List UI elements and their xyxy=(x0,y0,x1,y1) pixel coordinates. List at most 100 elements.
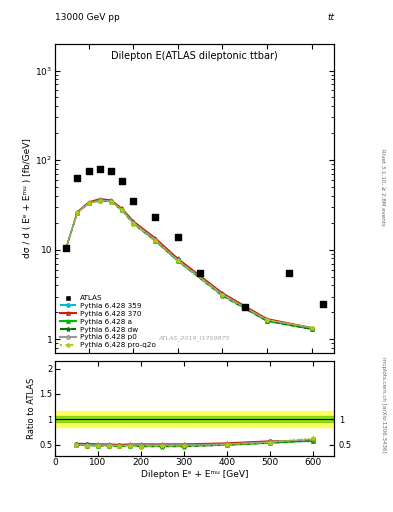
ATLAS xyxy=(119,177,125,185)
Pythia 6.428 pro-q2o xyxy=(75,209,80,216)
Pythia 6.428 a xyxy=(153,238,158,244)
Pythia 6.428 370 xyxy=(131,218,136,224)
Pythia 6.428 pro-q2o xyxy=(64,245,68,251)
Pythia 6.428 dw xyxy=(119,207,124,214)
Pythia 6.428 a xyxy=(86,200,91,206)
Pythia 6.428 370 xyxy=(309,325,314,331)
Pythia 6.428 p0 xyxy=(64,245,68,251)
Pythia 6.428 dw xyxy=(64,245,68,251)
Pythia 6.428 359 xyxy=(97,197,102,203)
Pythia 6.428 pro-q2o xyxy=(119,207,124,214)
Text: 13000 GeV pp: 13000 GeV pp xyxy=(55,13,120,22)
ATLAS xyxy=(108,167,114,176)
Pythia 6.428 dw xyxy=(153,238,158,244)
Pythia 6.428 370 xyxy=(75,209,80,215)
ATLAS xyxy=(97,165,103,173)
Bar xyxy=(55,411,334,428)
Pythia 6.428 370 xyxy=(86,199,91,205)
X-axis label: Dilepton Eᵉ + Eᵐᵘ [GeV]: Dilepton Eᵉ + Eᵐᵘ [GeV] xyxy=(141,470,248,479)
Bar xyxy=(55,416,334,422)
Pythia 6.428 pro-q2o xyxy=(86,200,91,206)
Pythia 6.428 dw xyxy=(131,221,136,227)
Pythia 6.428 359 xyxy=(119,207,124,213)
Line: Pythia 6.428 pro-q2o: Pythia 6.428 pro-q2o xyxy=(64,199,314,330)
Pythia 6.428 p0 xyxy=(97,197,102,203)
Line: Pythia 6.428 359: Pythia 6.428 359 xyxy=(64,198,314,331)
Text: ATLAS_2019_I1759875: ATLAS_2019_I1759875 xyxy=(159,335,230,341)
Pythia 6.428 pro-q2o xyxy=(175,258,180,264)
Y-axis label: Ratio to ATLAS: Ratio to ATLAS xyxy=(28,378,36,439)
Pythia 6.428 dw xyxy=(86,200,91,206)
Pythia 6.428 a xyxy=(309,326,314,332)
Pythia 6.428 a xyxy=(119,207,124,213)
ATLAS xyxy=(74,174,81,182)
Pythia 6.428 359 xyxy=(175,257,180,263)
Pythia 6.428 370 xyxy=(97,196,102,202)
Pythia 6.428 pro-q2o xyxy=(131,221,136,227)
Pythia 6.428 359 xyxy=(75,209,80,216)
Pythia 6.428 370 xyxy=(265,316,270,322)
Pythia 6.428 dw xyxy=(75,209,80,216)
Pythia 6.428 370 xyxy=(108,197,113,203)
Line: Pythia 6.428 370: Pythia 6.428 370 xyxy=(64,197,314,329)
Pythia 6.428 p0 xyxy=(86,200,91,206)
Pythia 6.428 359 xyxy=(64,245,68,251)
ATLAS xyxy=(130,197,136,205)
Pythia 6.428 a xyxy=(131,220,136,226)
Pythia 6.428 p0 xyxy=(309,325,314,331)
Pythia 6.428 a xyxy=(97,197,102,203)
Pythia 6.428 pro-q2o xyxy=(97,198,102,204)
Pythia 6.428 p0 xyxy=(119,207,124,213)
Pythia 6.428 a xyxy=(220,292,225,298)
ATLAS xyxy=(320,300,326,308)
Pythia 6.428 370 xyxy=(153,235,158,241)
Pythia 6.428 pro-q2o xyxy=(108,199,113,205)
Pythia 6.428 p0 xyxy=(75,209,80,216)
ATLAS xyxy=(63,244,69,252)
Pythia 6.428 359 xyxy=(86,200,91,206)
ATLAS xyxy=(152,213,159,221)
Pythia 6.428 p0 xyxy=(131,220,136,226)
Pythia 6.428 dw xyxy=(265,318,270,324)
Pythia 6.428 p0 xyxy=(265,317,270,323)
Pythia 6.428 dw xyxy=(220,293,225,299)
Pythia 6.428 pro-q2o xyxy=(265,317,270,323)
Pythia 6.428 370 xyxy=(64,245,68,251)
Line: Pythia 6.428 p0: Pythia 6.428 p0 xyxy=(64,199,314,329)
Text: Dilepton E(ATLAS dileptonic ttbar): Dilepton E(ATLAS dileptonic ttbar) xyxy=(111,51,278,61)
Pythia 6.428 dw xyxy=(309,326,314,332)
Pythia 6.428 p0 xyxy=(175,258,180,264)
Pythia 6.428 dw xyxy=(175,258,180,264)
Pythia 6.428 dw xyxy=(108,199,113,205)
Pythia 6.428 a xyxy=(75,209,80,216)
Legend: ATLAS, Pythia 6.428 359, Pythia 6.428 370, Pythia 6.428 a, Pythia 6.428 dw, Pyth: ATLAS, Pythia 6.428 359, Pythia 6.428 37… xyxy=(59,293,157,350)
ATLAS xyxy=(85,167,92,176)
Line: Pythia 6.428 a: Pythia 6.428 a xyxy=(64,199,314,331)
Pythia 6.428 a xyxy=(64,245,68,251)
Pythia 6.428 pro-q2o xyxy=(153,238,158,244)
ATLAS xyxy=(197,269,203,277)
Pythia 6.428 359 xyxy=(220,291,225,297)
ATLAS xyxy=(174,232,181,241)
ATLAS xyxy=(286,269,292,277)
Pythia 6.428 359 xyxy=(131,220,136,226)
Pythia 6.428 p0 xyxy=(220,292,225,298)
Pythia 6.428 p0 xyxy=(108,198,113,204)
Text: tt: tt xyxy=(327,13,334,22)
Pythia 6.428 370 xyxy=(220,290,225,296)
Pythia 6.428 pro-q2o xyxy=(220,292,225,298)
Pythia 6.428 359 xyxy=(309,326,314,332)
Pythia 6.428 359 xyxy=(265,317,270,323)
Pythia 6.428 370 xyxy=(119,205,124,211)
Text: Rivet 3.1.10, ≥ 2.8M events: Rivet 3.1.10, ≥ 2.8M events xyxy=(381,148,386,225)
Pythia 6.428 pro-q2o xyxy=(309,325,314,331)
Pythia 6.428 p0 xyxy=(153,237,158,243)
Pythia 6.428 359 xyxy=(153,237,158,243)
Pythia 6.428 370 xyxy=(175,255,180,262)
Pythia 6.428 a xyxy=(175,258,180,264)
Pythia 6.428 359 xyxy=(108,198,113,204)
Text: mcplots.cern.ch [arXiv:1306.3436]: mcplots.cern.ch [arXiv:1306.3436] xyxy=(381,357,386,452)
Pythia 6.428 a xyxy=(108,198,113,204)
Pythia 6.428 dw xyxy=(97,198,102,204)
Line: Pythia 6.428 dw: Pythia 6.428 dw xyxy=(64,199,314,331)
